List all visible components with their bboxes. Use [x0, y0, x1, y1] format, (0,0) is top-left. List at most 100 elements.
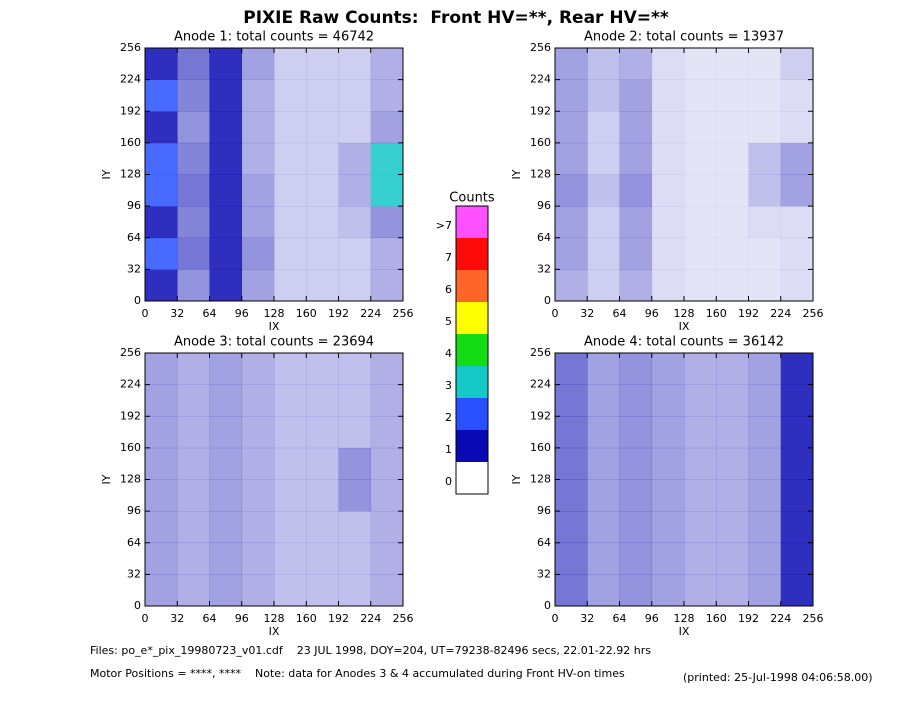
heatmap-cell: [651, 511, 685, 544]
x-tick-label: 32: [170, 307, 184, 320]
heatmap-cell: [587, 142, 620, 175]
heatmap-cell: [651, 269, 685, 302]
heatmap-cell: [241, 574, 275, 607]
heatmap-cell: [587, 111, 620, 144]
heatmap-cell: [748, 237, 782, 270]
heatmap-cell: [684, 237, 717, 270]
heatmap-cell: [651, 174, 685, 207]
heatmap-cell: [748, 174, 782, 207]
colorbar-swatch: [456, 334, 488, 366]
heatmap-cell: [241, 111, 275, 144]
heatmap-cell: [306, 237, 339, 270]
heatmap-cell: [177, 111, 210, 144]
panel-title: Anode 4: total counts = 36142: [584, 335, 784, 350]
heatmap-cell: [716, 237, 749, 270]
heatmap-cell: [619, 479, 653, 512]
heatmap-cell: [209, 447, 243, 480]
y-tick-label: 96: [537, 199, 551, 212]
heatmap-cell: [370, 142, 404, 175]
heatmap-cell: [241, 542, 275, 575]
heatmap-cell: [306, 142, 339, 175]
heatmap-cell: [145, 511, 178, 544]
heatmap-cell: [684, 479, 717, 512]
heatmap-cell: [209, 384, 243, 417]
heatmap-cell: [716, 48, 749, 80]
heatmap-cell: [780, 269, 814, 302]
heatmap-cell: [241, 479, 275, 512]
heatmap-cell: [209, 79, 243, 112]
heatmap-cell: [684, 174, 717, 207]
heatmap-cell: [587, 542, 620, 575]
y-tick-label: 192: [530, 104, 551, 117]
heatmap-cell: [306, 269, 339, 302]
heatmap-cell: [338, 79, 372, 112]
heatmap-cell: [651, 142, 685, 175]
heatmap-cell: [370, 479, 404, 512]
heatmap-cell: [370, 48, 404, 80]
heatmap-cell: [241, 142, 275, 175]
heatmap-cell: [716, 79, 749, 112]
colorbar-swatch: [456, 302, 488, 334]
x-tick-label: 192: [738, 612, 759, 625]
colorbar-label: 7: [445, 251, 452, 264]
heatmap-cell: [587, 353, 620, 385]
heatmap-cell: [209, 416, 243, 449]
heatmap-cell: [780, 384, 814, 417]
x-tick-label: 128: [674, 612, 695, 625]
heatmap-cell: [241, 174, 275, 207]
heatmap-cell: [338, 479, 372, 512]
colorbar-label: 5: [445, 315, 452, 328]
x-tick-label: 32: [580, 612, 594, 625]
heatmap-cell: [651, 79, 685, 112]
y-axis-label: IY: [100, 474, 113, 484]
x-tick-label: 224: [770, 307, 791, 320]
heatmap-cell: [716, 416, 749, 449]
y-axis-label: IY: [510, 474, 523, 484]
y-tick-label: 256: [120, 346, 141, 359]
y-tick-label: 32: [537, 567, 551, 580]
heatmap-cell: [684, 353, 717, 385]
heatmap-cell: [274, 79, 307, 112]
heatmap-cell: [587, 79, 620, 112]
y-tick-label: 96: [537, 504, 551, 517]
heatmap-cell: [619, 269, 653, 302]
heatmap-cell: [306, 479, 339, 512]
heatmap-cell: [177, 574, 210, 607]
heatmap-cell: [274, 237, 307, 270]
heatmap-cell: [619, 353, 653, 385]
heatmap-cell: [274, 269, 307, 302]
heatmap-cell: [209, 511, 243, 544]
heatmap-cell: [370, 542, 404, 575]
colorbar-label: 3: [445, 379, 452, 392]
heatmap-cell: [209, 237, 243, 270]
y-tick-label: 0: [544, 599, 551, 612]
heatmap-cell: [338, 447, 372, 480]
x-tick-label: 128: [674, 307, 695, 320]
heatmap-cell: [555, 542, 588, 575]
heatmap-cell: [651, 237, 685, 270]
heatmap-cell: [780, 447, 814, 480]
heatmap-cell: [619, 384, 653, 417]
heatmap-cell: [716, 142, 749, 175]
heatmap-cell: [145, 479, 178, 512]
x-axis-label: IX: [269, 625, 280, 638]
heatmap-cell: [587, 416, 620, 449]
footer-files: Files: po_e*_pix_19980723_v01.cdf 23 JUL…: [90, 644, 651, 657]
colorbar-label: 4: [445, 347, 452, 360]
heatmap-cell: [619, 574, 653, 607]
heatmap-cell: [338, 269, 372, 302]
heatmap-cell: [716, 353, 749, 385]
x-tick-label: 0: [142, 612, 149, 625]
heatmap-cell: [177, 174, 210, 207]
y-tick-label: 192: [120, 104, 141, 117]
y-tick-label: 192: [120, 409, 141, 422]
heatmap-cell: [177, 511, 210, 544]
heatmap-cell: [555, 142, 588, 175]
heatmap-cell: [555, 384, 588, 417]
heatmap-cell: [780, 479, 814, 512]
heatmap-cell: [748, 384, 782, 417]
colorbar-swatch: [456, 398, 488, 430]
heatmap-cell: [370, 511, 404, 544]
x-tick-label: 32: [170, 612, 184, 625]
